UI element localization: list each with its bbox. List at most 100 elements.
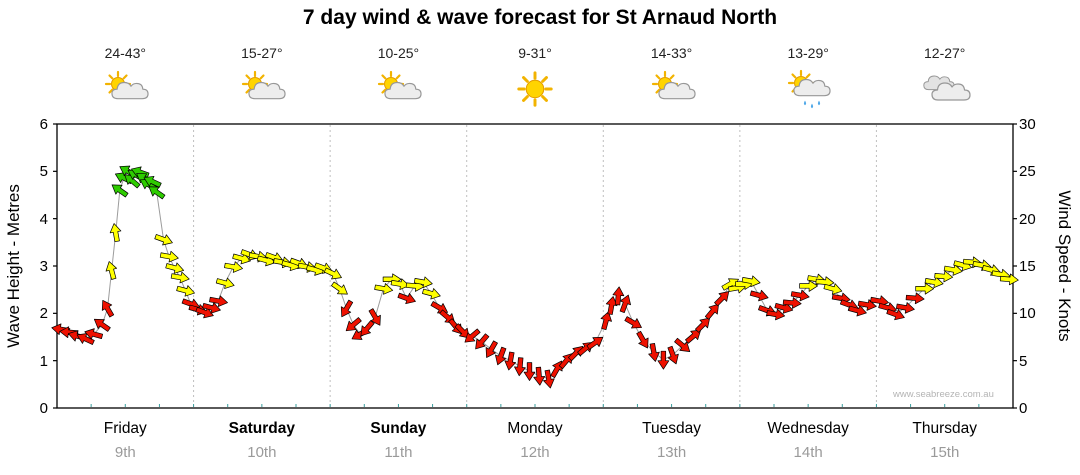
- day-date: 11th: [384, 444, 413, 461]
- wind-arrow: [774, 302, 794, 314]
- wind-arrow: [514, 357, 526, 377]
- wind-arrow: [176, 285, 195, 297]
- wind-arrow: [170, 271, 190, 284]
- wind-arrow: [624, 316, 642, 329]
- wind-arrow: [215, 277, 235, 289]
- wind-arrow: [543, 369, 555, 389]
- right-axis-tick-label: 0: [1019, 400, 1028, 417]
- wind-arrow: [485, 340, 498, 358]
- chart-title: 7 day wind & wave forecast for St Arnaud…: [302, 6, 778, 29]
- weather-icon-clouds: [916, 66, 974, 117]
- weather-icon-sun-cloud-rain: [779, 66, 837, 117]
- wind-arrow: [331, 281, 348, 295]
- wind-arrow: [159, 250, 179, 263]
- wind-arrow: [390, 278, 410, 290]
- left-axis-tick-label: 0: [39, 400, 48, 417]
- wind-arrow: [523, 362, 536, 381]
- wind-arrow: [422, 288, 441, 300]
- weather-icon-sun-cloud: [369, 66, 427, 117]
- wind-arrow: [667, 345, 679, 365]
- wind-arrow: [886, 308, 905, 321]
- day-temp: 13-29°: [787, 45, 829, 61]
- wind-arrow: [464, 328, 481, 343]
- wind-arrow: [368, 308, 381, 326]
- day-temp: 15-27°: [241, 45, 283, 61]
- wind-arrow: [93, 318, 111, 332]
- wind-arrow: [999, 273, 1019, 286]
- right-axis-tick-label: 10: [1019, 305, 1036, 323]
- wind-arrow: [124, 174, 141, 189]
- wind-arrow: [848, 305, 867, 317]
- weather-icon-sun-cloud: [233, 66, 291, 117]
- day-temp: 14-33°: [650, 45, 693, 61]
- day-date: 9th: [114, 444, 136, 461]
- wind-arrow: [619, 294, 631, 314]
- day-date: 15th: [930, 444, 960, 461]
- wind-arrow: [345, 317, 362, 332]
- wind-arrow: [749, 289, 769, 302]
- day-label: Saturday: [228, 420, 296, 437]
- wind-arrow: [360, 320, 375, 337]
- right-axis-tick-label: 15: [1019, 258, 1036, 275]
- wind-arrow: [790, 289, 810, 302]
- weather-icon-sun-cloud: [96, 66, 154, 117]
- right-axis-label: Wind Speed - Knots: [1055, 190, 1074, 342]
- wind-arrow: [101, 300, 115, 318]
- left-axis-label: Wave Height - Metres: [4, 184, 23, 348]
- day-label: Thursday: [912, 420, 978, 437]
- day-temp: 9-31°: [518, 45, 552, 61]
- wind-arrow: [495, 346, 507, 366]
- left-axis-tick-label: 3: [39, 258, 48, 275]
- day-label: Monday: [507, 420, 563, 437]
- wind-arrow: [823, 283, 843, 295]
- wind-arrow: [323, 267, 342, 280]
- wind-arrow: [586, 336, 604, 350]
- wind-arrow: [374, 283, 394, 295]
- day-temp: 10-25°: [377, 45, 420, 61]
- day-label: Friday: [103, 420, 147, 437]
- wind-arrow: [105, 261, 118, 280]
- wind-arrow: [636, 330, 649, 349]
- wind-arrow: [111, 184, 129, 198]
- wind-arrow: [695, 317, 711, 333]
- wind-arrow: [924, 276, 944, 289]
- wind-arrow: [685, 329, 702, 344]
- wind-arrow: [202, 302, 221, 314]
- wind-arrow: [915, 282, 935, 295]
- wind-arrow: [148, 186, 166, 200]
- left-axis-tick-label: 4: [39, 210, 48, 228]
- day-date: 12th: [520, 444, 550, 461]
- wind-arrow: [895, 302, 915, 314]
- wind-arrow: [782, 297, 802, 309]
- wind-arrow: [741, 275, 761, 288]
- wind-arrow: [454, 323, 470, 339]
- wind-arrow: [766, 308, 786, 321]
- right-axis-tick-label: 25: [1019, 163, 1036, 181]
- day-label: Sunday: [370, 420, 427, 437]
- wind-arrow: [943, 264, 963, 276]
- wind-arrow: [533, 366, 546, 386]
- plot-border: [56, 123, 1014, 409]
- wind-arrow: [674, 337, 691, 352]
- wind-arrow: [165, 262, 185, 274]
- day-label: Tuesday: [642, 420, 701, 437]
- wind-arrow: [704, 303, 719, 320]
- weather-icon-sun: [506, 66, 564, 117]
- right-axis-tick-label: 20: [1019, 210, 1036, 228]
- wind-arrow: [905, 292, 925, 305]
- right-axis-tick-label: 30: [1019, 116, 1036, 133]
- wind-arrow: [143, 175, 162, 188]
- wind-arrow: [600, 311, 612, 331]
- wind-arrow: [504, 351, 516, 371]
- left-axis-tick-label: 6: [39, 116, 48, 133]
- wind-arrow: [475, 333, 490, 350]
- wind-arrow: [340, 299, 354, 318]
- left-axis-tick-label: 1: [39, 352, 48, 370]
- wind-arrow: [195, 306, 214, 319]
- wind-arrow: [397, 292, 416, 305]
- wind-arrow: [224, 261, 243, 273]
- wind-arrow: [799, 280, 818, 292]
- right-axis-tick-label: 5: [1019, 352, 1028, 370]
